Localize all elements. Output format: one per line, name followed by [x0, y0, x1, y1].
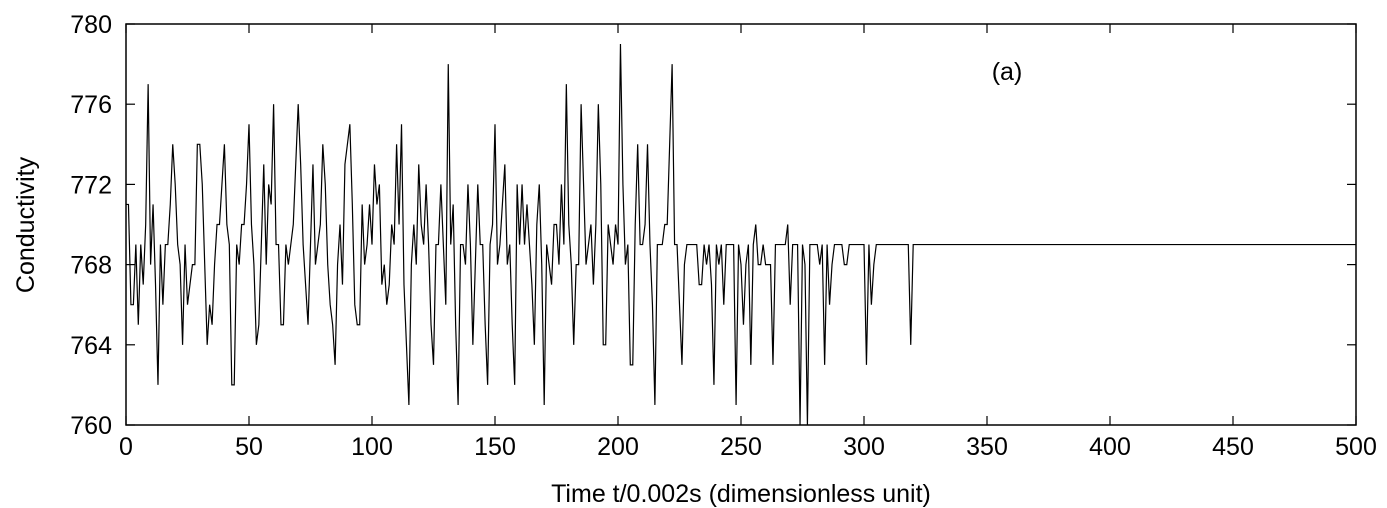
x-tick-label: 450	[1212, 433, 1254, 461]
x-tick-label: 250	[720, 433, 762, 461]
x-tick-label: 50	[235, 433, 263, 461]
x-tick-label: 0	[119, 433, 133, 461]
y-tick-label: 776	[70, 91, 112, 119]
x-tick-label: 150	[474, 433, 516, 461]
x-tick-label: 500	[1335, 433, 1377, 461]
y-tick-label: 772	[70, 171, 112, 199]
panel-annotation: (a)	[992, 58, 1023, 86]
x-tick-label: 400	[1089, 433, 1131, 461]
plot-frame	[125, 23, 1357, 426]
conductivity-series-line	[126, 44, 1356, 426]
x-tick-label: 200	[597, 433, 639, 461]
x-axis-ticks: 0 50 100 150 200 250 300 350 400 450 500	[119, 24, 1377, 461]
x-axis-label: Time t/0.002s (dimensionless unit)	[551, 480, 931, 508]
y-tick-label: 780	[70, 11, 112, 39]
x-tick-label: 100	[351, 433, 393, 461]
y-tick-label: 760	[70, 412, 112, 440]
y-tick-label: 764	[70, 332, 112, 360]
x-tick-label: 300	[843, 433, 885, 461]
plot-border	[125, 23, 1357, 426]
y-tick-label: 768	[70, 252, 112, 280]
y-axis-label: Conductivity	[12, 156, 40, 293]
x-tick-label: 350	[966, 433, 1008, 461]
y-axis-ticks: 760 764 768 772 776 780	[70, 11, 1356, 440]
conductivity-series	[126, 44, 1356, 426]
